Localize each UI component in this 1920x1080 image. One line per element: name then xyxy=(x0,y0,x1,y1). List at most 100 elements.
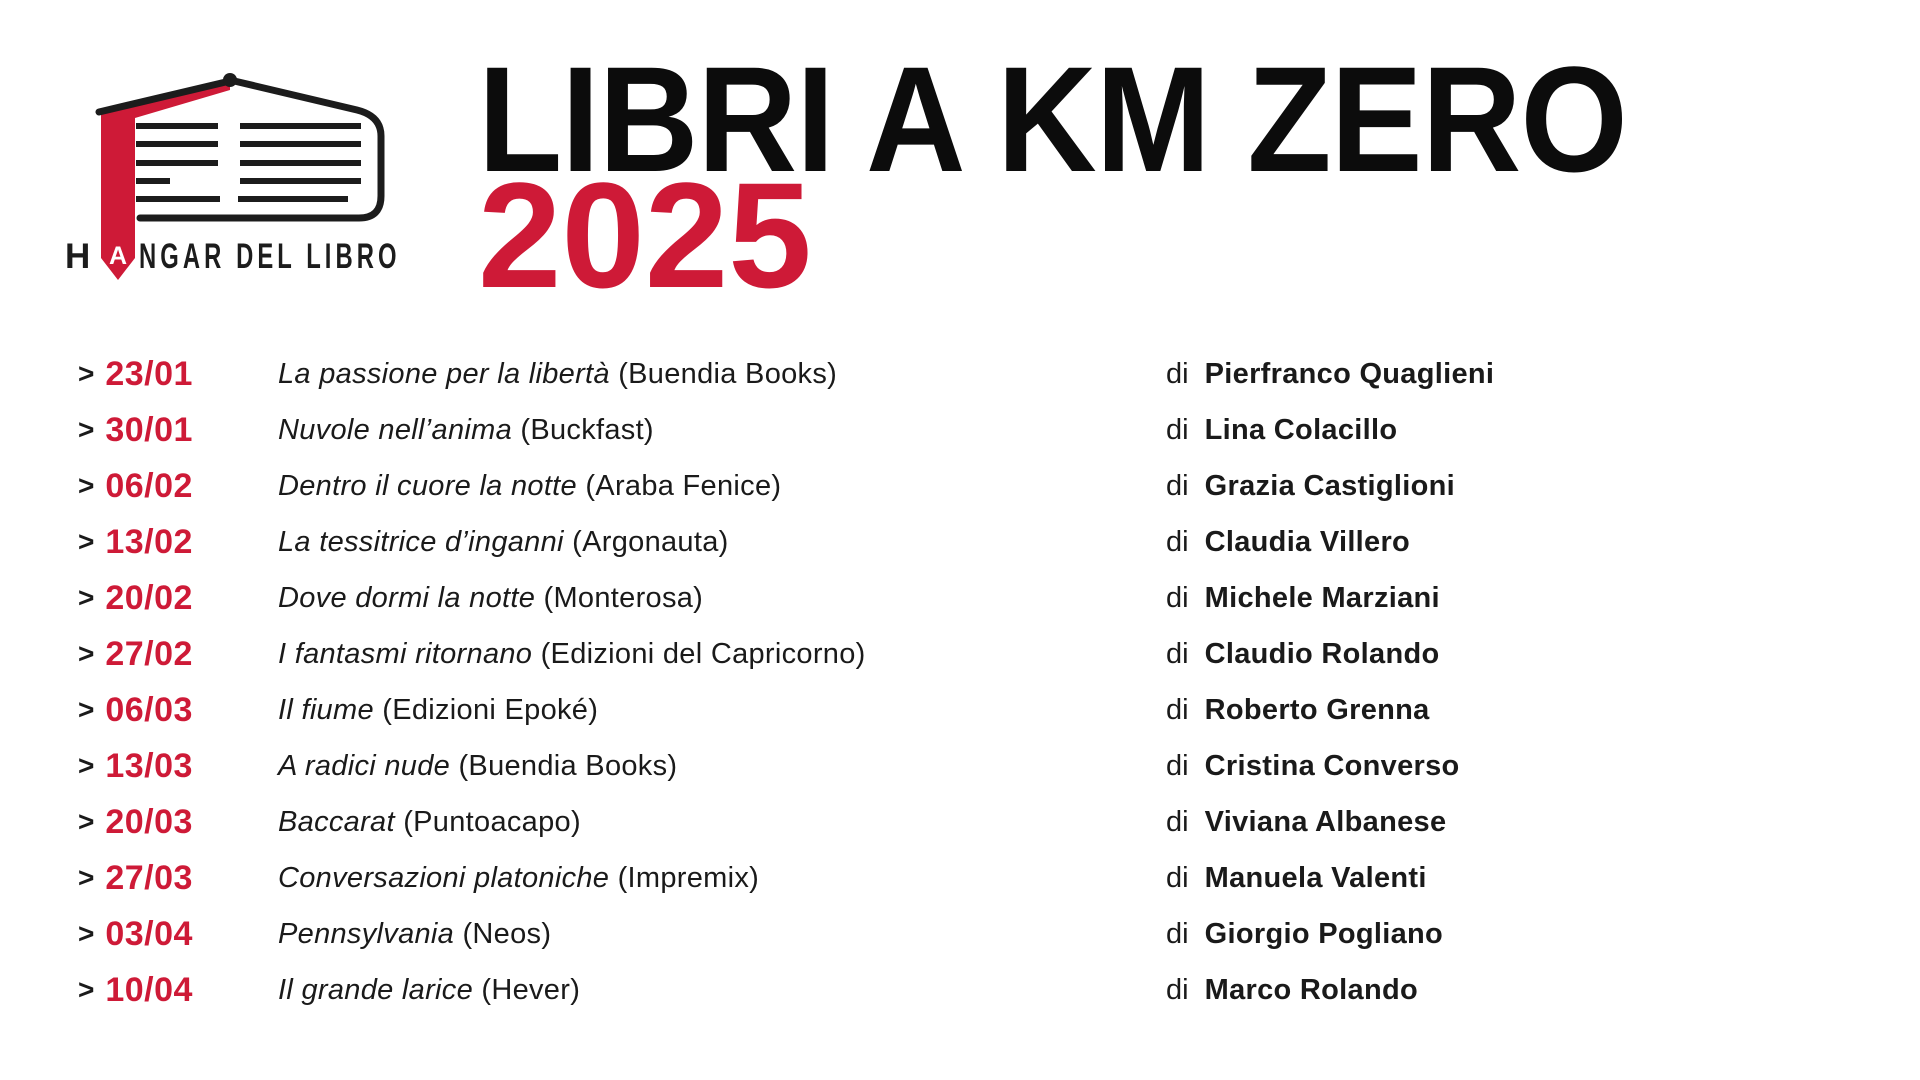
event-date: 13/03 xyxy=(105,747,193,785)
event-row: > 03/04 Pennsylvania (Neos) di Giorgio P… xyxy=(78,906,1920,962)
book-title: Conversazioni platoniche xyxy=(278,861,610,894)
event-title-cell: I fantasmi ritornano (Edizioni del Capri… xyxy=(278,638,1166,671)
chevron-right-icon: > xyxy=(78,582,95,613)
publisher-name: (Buendia Books) xyxy=(458,749,678,782)
event-title-cell: Pennsylvania (Neos) xyxy=(278,918,1166,951)
event-date: 10/04 xyxy=(105,971,193,1009)
hangar-del-libro-logo: A H NGAR DEL LIBRO xyxy=(63,66,443,296)
event-date: 20/02 xyxy=(105,579,193,617)
event-row: > 13/02 La tessitrice d’inganni (Argonau… xyxy=(78,514,1920,570)
author-name: Manuela Valenti xyxy=(1204,861,1427,894)
chevron-right-icon: > xyxy=(78,918,95,949)
event-date-cell: > 27/02 xyxy=(78,637,278,671)
event-row: > 23/01 La passione per la libertà (Buen… xyxy=(78,346,1920,402)
event-author-cell: di Giorgio Pogliano xyxy=(1166,918,1920,951)
event-date: 03/04 xyxy=(105,915,193,953)
chevron-right-icon: > xyxy=(78,694,95,725)
event-title-cell: Nuvole nell’anima (Buckfast) xyxy=(278,414,1166,447)
book-title: Dentro il cuore la notte xyxy=(278,469,577,502)
event-title-cell: Dove dormi la notte (Monterosa) xyxy=(278,582,1166,615)
event-title-cell: Il grande larice (Hever) xyxy=(278,974,1166,1007)
book-left-roof-line xyxy=(95,77,234,116)
author-prefix: di xyxy=(1166,973,1189,1006)
chevron-right-icon: > xyxy=(78,638,95,669)
event-title-cell: Il fiume (Edizioni Epoké) xyxy=(278,694,1166,727)
chevron-right-icon: > xyxy=(78,974,95,1005)
page-title: LIBRI A KM ZERO xyxy=(478,35,1628,203)
event-author-cell: di Marco Rolando xyxy=(1166,974,1920,1007)
book-outline xyxy=(136,76,385,222)
author-name: Marco Rolando xyxy=(1204,973,1418,1006)
publisher-name: (Buckfast) xyxy=(520,413,654,446)
book-page-lines xyxy=(136,123,361,202)
author-name: Lina Colacillo xyxy=(1204,413,1398,446)
author-prefix: di xyxy=(1166,693,1189,726)
author-prefix: di xyxy=(1166,861,1189,894)
event-author-cell: di Michele Marziani xyxy=(1166,582,1920,615)
author-name: Grazia Castiglioni xyxy=(1204,469,1455,502)
event-row: > 06/03 Il fiume (Edizioni Epoké) di Rob… xyxy=(78,682,1920,738)
chevron-right-icon: > xyxy=(78,862,95,893)
author-prefix: di xyxy=(1166,749,1189,782)
event-date: 06/03 xyxy=(105,691,193,729)
event-author-cell: di Viviana Albanese xyxy=(1166,806,1920,839)
author-name: Pierfranco Quaglieni xyxy=(1204,357,1495,390)
event-list: > 23/01 La passione per la libertà (Buen… xyxy=(0,346,1920,1018)
event-title-cell: Conversazioni platoniche (Impremix) xyxy=(278,862,1166,895)
event-date-cell: > 27/03 xyxy=(78,861,278,895)
publisher-name: (Puntoacapo) xyxy=(403,805,581,838)
book-title: Il fiume xyxy=(278,693,374,726)
event-author-cell: di Grazia Castiglioni xyxy=(1166,470,1920,503)
author-name: Viviana Albanese xyxy=(1204,805,1447,838)
event-author-cell: di Cristina Converso xyxy=(1166,750,1920,783)
author-name: Claudia Villero xyxy=(1204,525,1411,558)
event-date: 06/02 xyxy=(105,467,193,505)
event-row: > 27/02 I fantasmi ritornano (Edizioni d… xyxy=(78,626,1920,682)
event-date-cell: > 13/03 xyxy=(78,749,278,783)
book-title: Nuvole nell’anima xyxy=(278,413,512,446)
author-prefix: di xyxy=(1166,917,1189,950)
book-spine-bookmark-shape xyxy=(101,79,230,280)
author-name: Cristina Converso xyxy=(1204,749,1460,782)
title-block: LIBRI A KM ZERO 2025 xyxy=(478,44,1727,310)
author-prefix: di xyxy=(1166,637,1189,670)
logo-text-h: H xyxy=(65,237,91,276)
publisher-name: (Buendia Books) xyxy=(618,357,838,390)
author-prefix: di xyxy=(1166,413,1189,446)
event-date: 20/03 xyxy=(105,803,193,841)
book-title: Dove dormi la notte xyxy=(278,581,536,614)
chevron-right-icon: > xyxy=(78,750,95,781)
book-title: La passione per la libertà xyxy=(278,357,610,390)
event-title-cell: La tessitrice d’inganni (Argonauta) xyxy=(278,526,1166,559)
year-label: 2025 xyxy=(478,151,812,319)
author-prefix: di xyxy=(1166,525,1189,558)
event-date: 27/03 xyxy=(105,859,193,897)
event-row: > 27/03 Conversazioni platoniche (Imprem… xyxy=(78,850,1920,906)
chevron-right-icon: > xyxy=(78,806,95,837)
author-name: Claudio Rolando xyxy=(1204,637,1440,670)
open-book-hangar-icon: A xyxy=(95,73,385,280)
publisher-name: (Edizioni Epoké) xyxy=(382,693,599,726)
author-name: Michele Marziani xyxy=(1204,581,1440,614)
event-date-cell: > 13/02 xyxy=(78,525,278,559)
publisher-name: (Neos) xyxy=(462,917,552,950)
publisher-name: (Impremix) xyxy=(617,861,760,894)
publisher-name: (Edizioni del Capricorno) xyxy=(540,637,866,670)
book-title: La tessitrice d’inganni xyxy=(278,525,564,558)
author-prefix: di xyxy=(1166,805,1189,838)
event-date-cell: > 23/01 xyxy=(78,357,278,391)
event-date-cell: > 20/02 xyxy=(78,581,278,615)
author-prefix: di xyxy=(1166,581,1189,614)
author-prefix: di xyxy=(1166,469,1189,502)
book-title: I fantasmi ritornano xyxy=(278,637,533,670)
chevron-right-icon: > xyxy=(78,414,95,445)
book-peak-dot xyxy=(223,73,237,87)
book-title: A radici nude xyxy=(278,749,451,782)
chevron-right-icon: > xyxy=(78,526,95,557)
event-date: 27/02 xyxy=(105,635,193,673)
event-date-cell: > 03/04 xyxy=(78,917,278,951)
author-name: Roberto Grenna xyxy=(1204,693,1430,726)
publisher-name: (Argonauta) xyxy=(572,525,729,558)
event-title-cell: Dentro il cuore la notte (Araba Fenice) xyxy=(278,470,1166,503)
